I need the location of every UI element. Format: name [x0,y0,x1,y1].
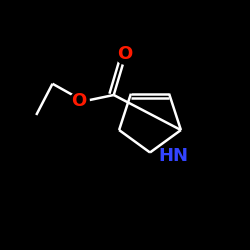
Text: O: O [71,92,86,110]
Text: O: O [118,45,132,63]
Text: HN: HN [159,147,189,165]
